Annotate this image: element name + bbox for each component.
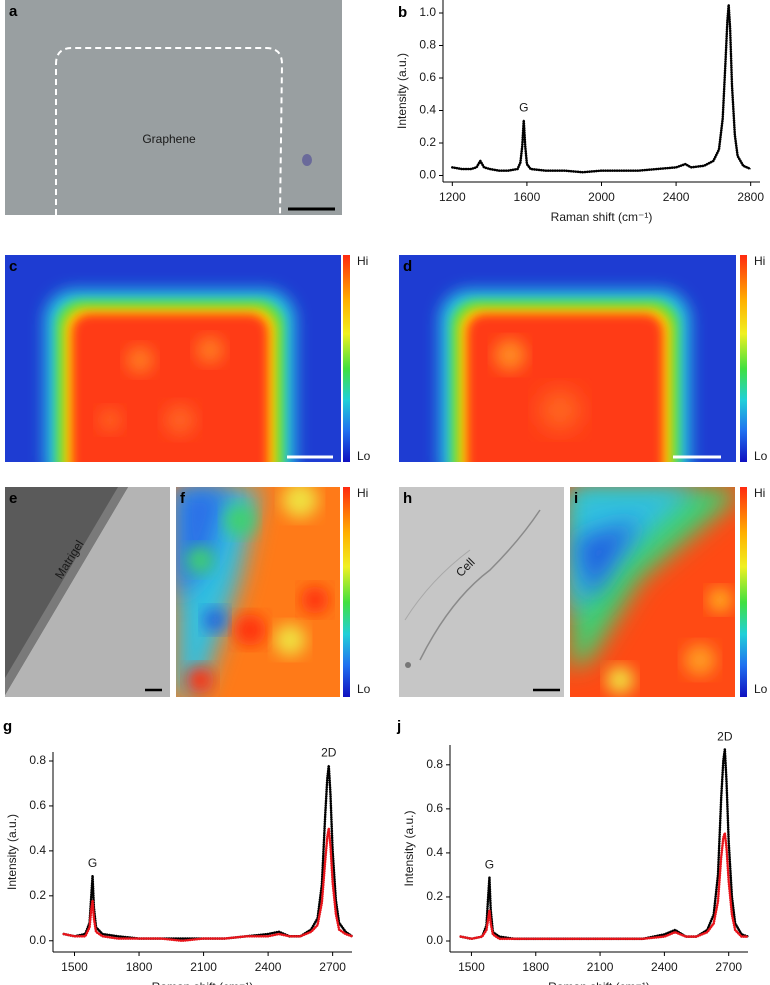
y-tick-label: 0.2	[29, 888, 46, 902]
particle	[302, 154, 312, 166]
x-tick-label: 1800	[126, 960, 153, 974]
panel-e-image	[5, 487, 170, 697]
panel-label: f	[180, 490, 186, 507]
peak-label: 2D	[717, 730, 733, 744]
colorbar	[343, 487, 350, 697]
x-tick-label: 2700	[715, 960, 742, 974]
colorbar-hi: Hi	[754, 486, 765, 500]
spectrum	[459, 748, 750, 941]
x-tick-label: 2400	[255, 960, 282, 974]
y-tick-label: 1.0	[419, 5, 436, 19]
spectrum	[62, 827, 354, 943]
x-axis-label: Raman shift (cm⁻¹)	[548, 980, 650, 985]
spectrum	[459, 831, 750, 941]
x-tick-label: 2100	[190, 960, 217, 974]
panel-a: Graphene a	[5, 0, 342, 216]
y-tick-label: 0.0	[419, 168, 436, 182]
panel-d-map	[399, 255, 736, 462]
colorbar-lo: Lo	[754, 682, 768, 696]
x-tick-label: 2800	[737, 190, 764, 204]
graphene-label: Graphene	[142, 132, 196, 146]
panel-f-map	[176, 487, 340, 697]
colorbar	[343, 255, 350, 462]
peak-label: G	[519, 100, 528, 114]
colorbar-hi: Hi	[357, 254, 368, 268]
x-tick-label: 2000	[588, 190, 615, 204]
y-tick-label: 0.2	[419, 135, 436, 149]
y-tick-label: 0.0	[29, 933, 46, 947]
spectrum-core	[460, 832, 748, 940]
x-tick-label: 2700	[319, 960, 346, 974]
colorbar	[740, 255, 747, 462]
x-tick-label: 2400	[651, 960, 678, 974]
x-tick-label: 2400	[663, 190, 690, 204]
colorbar-hi: Hi	[754, 254, 765, 268]
panel-label: j	[396, 718, 401, 735]
x-tick-label: 1500	[61, 960, 88, 974]
y-tick-label: 0.8	[419, 38, 436, 52]
spectrum	[451, 3, 752, 174]
panel-label: i	[574, 490, 578, 507]
peak-label: G	[88, 856, 97, 870]
peak-label: G	[485, 857, 494, 871]
spectrum	[62, 764, 354, 940]
panel-label: a	[9, 3, 18, 20]
graphene-outline	[55, 47, 284, 216]
y-tick-label: 0.0	[426, 933, 443, 947]
x-tick-label: 1500	[458, 960, 485, 974]
panel-label: c	[9, 258, 17, 275]
y-tick-label: 0.4	[29, 843, 46, 857]
y-axis-label: Intensity (a.u.)	[402, 810, 416, 886]
colorbar-lo: Lo	[754, 449, 768, 463]
y-tick-label: 0.4	[426, 845, 443, 859]
x-tick-label: 1200	[439, 190, 466, 204]
y-tick-label: 0.8	[426, 757, 443, 771]
y-tick-label: 0.4	[419, 103, 436, 117]
optical-image	[5, 0, 342, 215]
spectrum-core	[452, 4, 751, 173]
y-tick-label: 0.6	[419, 70, 436, 84]
panel-label: g	[3, 718, 12, 735]
y-axis-label: Intensity (a.u.)	[5, 814, 19, 890]
y-tick-label: 0.8	[29, 753, 46, 767]
x-axis-label: Raman shift (cm⁻¹)	[551, 210, 653, 224]
spectrum-core	[460, 748, 749, 940]
colorbar-lo: Lo	[357, 682, 371, 696]
panel-label: d	[403, 258, 412, 275]
colorbar	[740, 487, 747, 697]
peak-label: 2D	[321, 746, 337, 760]
panel-label: b	[398, 4, 407, 21]
panel-i-map	[570, 487, 735, 697]
colorbar-lo: Lo	[357, 449, 371, 463]
panel-c-map	[5, 255, 341, 462]
panel-label: e	[9, 490, 17, 507]
x-tick-label: 2100	[587, 960, 614, 974]
spectrum-core	[63, 827, 353, 942]
panel-h-image	[399, 487, 564, 697]
colorbar-hi: Hi	[357, 486, 368, 500]
x-axis-label: Raman shift (cm⁻¹)	[152, 980, 254, 985]
spectrum-core	[63, 764, 353, 940]
y-tick-label: 0.6	[29, 798, 46, 812]
y-tick-label: 0.2	[426, 889, 443, 903]
panel-label: h	[403, 490, 412, 507]
y-axis-label: Intensity (a.u.)	[395, 53, 409, 129]
x-tick-label: 1600	[514, 190, 541, 204]
x-tick-label: 1800	[522, 960, 549, 974]
y-tick-label: 0.6	[426, 801, 443, 815]
